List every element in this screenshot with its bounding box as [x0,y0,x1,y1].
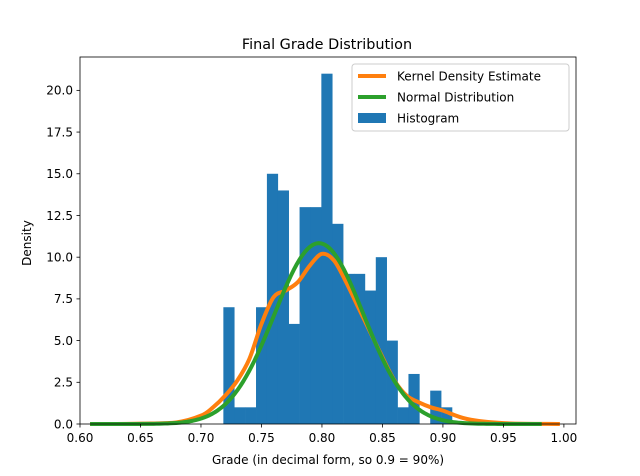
legend-label: Kernel Density Estimate [397,69,541,83]
x-axis-label: Grade (in decimal form, so 0.9 = 90%) [212,453,444,467]
chart-title: Final Grade Distribution [242,37,412,53]
y-tick-label: 15.0 [46,167,73,181]
series-line-kernel-density-estimate [90,251,560,427]
x-tick-label: 0.60 [67,431,94,445]
density-lines [90,241,560,427]
y-tick-label: 20.0 [46,84,73,98]
x-tick-label: 0.65 [127,431,154,445]
y-axis-ticks: 0.0 2.5 5.0 7.5 10.0 12.5 15.0 17.5 20.0 [46,84,80,431]
histogram-bar [245,407,257,424]
histogram-bar [332,223,344,424]
histogram-bar [364,290,377,424]
x-tick-label: 0.75 [248,431,275,445]
histogram-bar [441,407,453,424]
histogram-bar [321,73,333,425]
x-tick-label: 0.80 [309,431,336,445]
histogram-bar [234,407,246,424]
x-tick-label: 0.70 [188,431,215,445]
x-tick-label: 0.95 [490,431,517,445]
y-tick-label: 5.0 [54,334,73,348]
x-tick-label: 0.90 [430,431,457,445]
legend-box [351,63,570,132]
legend-label: Histogram [397,111,459,125]
x-axis-ticks: 0.60 0.65 0.70 0.75 0.80 0.85 0.90 0.95 1.00 [67,424,578,445]
legend-patch-swatch [358,113,386,123]
histogram-bar [310,207,322,424]
y-tick-label: 12.5 [46,209,73,223]
legend: Kernel Density Estimate Normal Distributi… [351,63,570,132]
y-tick-label: 2.5 [54,376,73,390]
legend-label: Normal Distribution [397,90,514,104]
x-tick-label: 0.85 [369,431,396,445]
histogram-bar [343,273,355,424]
histogram-bar [386,340,398,424]
histogram-bar [375,257,387,424]
histogram-bar [223,307,235,424]
histogram-bar [354,273,366,424]
histogram-bar [277,190,289,424]
histogram-bar [397,407,409,424]
histogram-bar [299,207,311,424]
series-line-normal-distribution [90,241,542,426]
y-tick-label: 10.0 [46,250,73,264]
y-axis-label: Density [20,220,34,266]
y-tick-label: 17.5 [46,125,73,139]
x-tick-label: 1.00 [551,431,578,445]
y-tick-label: 7.5 [54,292,73,306]
y-tick-label: 0.0 [54,417,73,431]
plot-frame [79,56,577,425]
histogram-bar [288,323,300,424]
histogram-bar [256,307,268,424]
